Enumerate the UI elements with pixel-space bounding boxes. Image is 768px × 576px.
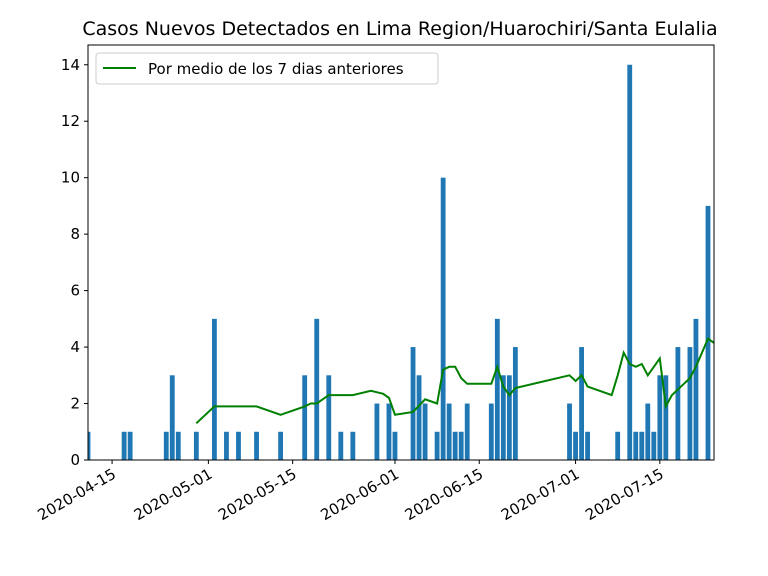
- bar: [579, 347, 584, 460]
- bar: [651, 431, 657, 460]
- bar: [705, 205, 711, 460]
- bar: [675, 347, 681, 460]
- y-tick-label: 8: [70, 225, 80, 243]
- x-tick-label: 2020-07-15: [582, 465, 667, 524]
- bar: [127, 431, 133, 460]
- bar: [440, 177, 446, 460]
- bar: [278, 431, 284, 460]
- bar: [121, 431, 127, 460]
- x-tick-label: 2020-04-15: [35, 465, 120, 524]
- bar: [163, 431, 169, 460]
- bar: [464, 403, 470, 460]
- y-tick-label: 2: [70, 395, 80, 413]
- moving-average-layer: [195, 337, 714, 425]
- bar: [687, 347, 693, 460]
- bar: [236, 431, 241, 460]
- moving-average-line: [195, 337, 714, 425]
- bar: [633, 431, 639, 460]
- bar: [386, 403, 392, 460]
- bar: [392, 431, 398, 460]
- y-tick-label: 6: [70, 282, 80, 300]
- y-tick-label: 12: [61, 112, 80, 130]
- y-tick-label: 14: [61, 56, 80, 74]
- bars-layer: [88, 64, 723, 460]
- bar: [410, 347, 416, 460]
- chart-title: Casos Nuevos Detectados en Lima Region/H…: [82, 18, 717, 40]
- bar: [374, 403, 380, 460]
- bar: [494, 318, 500, 460]
- bar: [693, 318, 699, 460]
- y-tick-label: 0: [70, 451, 80, 469]
- bar: [314, 318, 320, 460]
- bar: [506, 375, 512, 460]
- bar: [452, 431, 458, 460]
- bar: [488, 403, 494, 460]
- bar: [567, 403, 572, 460]
- bar: [500, 375, 506, 460]
- bar: [718, 432, 723, 460]
- bar: [615, 431, 621, 460]
- legend-frame: [95, 52, 439, 85]
- bar: [338, 431, 344, 460]
- bar: [657, 375, 663, 460]
- y-tick-label: 4: [70, 338, 80, 356]
- y-axis: 0 2 4 6 8 10 12 14: [61, 56, 88, 469]
- bar: [350, 431, 356, 460]
- bar: [422, 403, 428, 460]
- x-tick-label: 2020-06-01: [317, 465, 402, 524]
- bar: [663, 375, 669, 460]
- y-tick-label: 10: [61, 169, 80, 187]
- bar: [585, 431, 591, 460]
- bar: [193, 431, 199, 460]
- bar: [639, 431, 645, 460]
- bar: [224, 431, 229, 460]
- bar: [169, 375, 175, 460]
- bar: [211, 318, 217, 460]
- bar: [573, 431, 578, 460]
- x-tick-label: 2020-05-01: [131, 465, 216, 524]
- bar: [416, 375, 422, 460]
- x-axis: 2020-04-15 2020-05-01 2020-05-15 2020-06-01…: [35, 460, 667, 524]
- bar: [175, 431, 181, 460]
- x-tick-label: 2020-07-01: [498, 465, 583, 524]
- bar: [458, 431, 464, 460]
- x-tick-label: 2020-05-15: [215, 465, 300, 524]
- x-tick-label: 2020-06-15: [402, 465, 487, 524]
- plot-area-frame: [87, 44, 715, 461]
- bar: [446, 403, 452, 460]
- bar: [434, 431, 440, 460]
- bar: [645, 403, 651, 460]
- bar: [88, 431, 91, 460]
- bar: [302, 375, 308, 460]
- bar: [326, 375, 332, 460]
- bar: [254, 431, 259, 460]
- bar: [627, 64, 633, 460]
- legend: Por medio de los 7 dias anteriores: [95, 52, 439, 85]
- bar: [512, 347, 518, 460]
- legend-label: Por medio de los 7 dias anteriores: [148, 60, 404, 78]
